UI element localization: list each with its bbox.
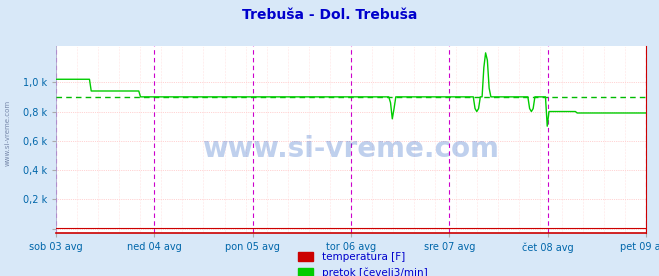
- Text: www.si-vreme.com: www.si-vreme.com: [202, 135, 500, 163]
- Legend: temperatura [F], pretok [čevelj3/min]: temperatura [F], pretok [čevelj3/min]: [293, 248, 432, 276]
- Text: www.si-vreme.com: www.si-vreme.com: [5, 99, 11, 166]
- Text: Trebuša - Dol. Trebuša: Trebuša - Dol. Trebuša: [242, 8, 417, 22]
